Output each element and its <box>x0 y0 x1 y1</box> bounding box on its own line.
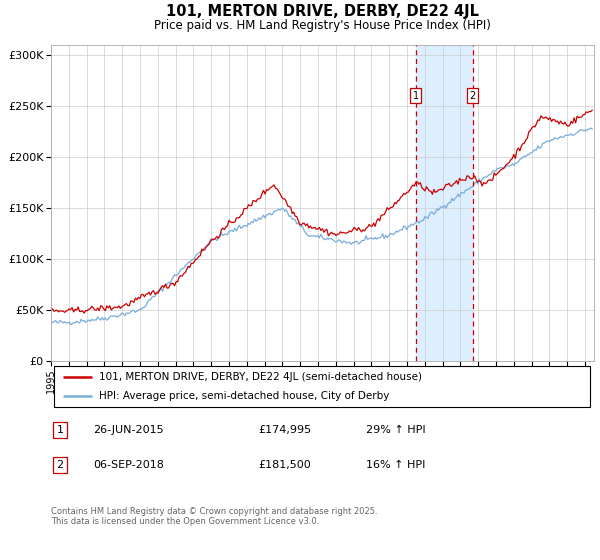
FancyBboxPatch shape <box>54 366 590 407</box>
Text: £181,500: £181,500 <box>258 460 311 470</box>
Text: 06-SEP-2018: 06-SEP-2018 <box>93 460 164 470</box>
Text: £174,995: £174,995 <box>258 425 311 435</box>
Text: HPI: Average price, semi-detached house, City of Derby: HPI: Average price, semi-detached house,… <box>99 391 389 402</box>
Text: Price paid vs. HM Land Registry's House Price Index (HPI): Price paid vs. HM Land Registry's House … <box>154 19 491 32</box>
Text: 16% ↑ HPI: 16% ↑ HPI <box>366 460 425 470</box>
Text: 26-JUN-2015: 26-JUN-2015 <box>93 425 164 435</box>
Bar <box>416 45 473 361</box>
Text: 1: 1 <box>56 425 64 435</box>
Text: 29% ↑ HPI: 29% ↑ HPI <box>366 425 425 435</box>
Text: Contains HM Land Registry data © Crown copyright and database right 2025.
This d: Contains HM Land Registry data © Crown c… <box>51 507 377 526</box>
Text: 101, MERTON DRIVE, DERBY, DE22 4JL: 101, MERTON DRIVE, DERBY, DE22 4JL <box>166 4 479 20</box>
Text: 101, MERTON DRIVE, DERBY, DE22 4JL (semi-detached house): 101, MERTON DRIVE, DERBY, DE22 4JL (semi… <box>99 371 422 381</box>
Text: 2: 2 <box>469 91 476 101</box>
Text: 1: 1 <box>413 91 419 101</box>
Text: 2: 2 <box>56 460 64 470</box>
